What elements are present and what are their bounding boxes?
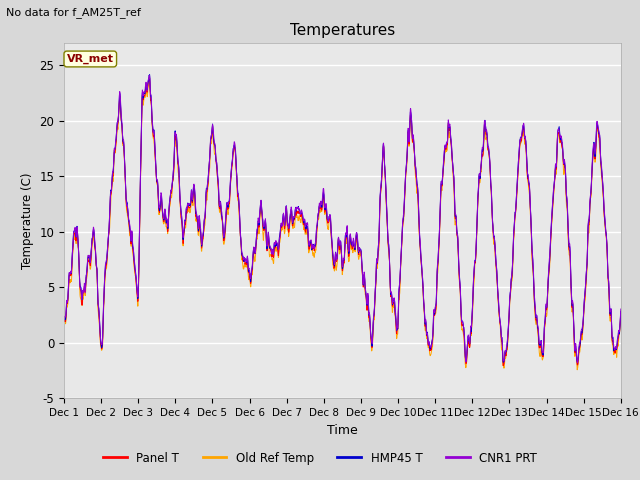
Title: Temperatures: Temperatures [290,23,395,38]
Y-axis label: Temperature (C): Temperature (C) [21,172,34,269]
Text: No data for f_AM25T_ref: No data for f_AM25T_ref [6,7,141,18]
Text: VR_met: VR_met [67,54,114,64]
Legend: Panel T, Old Ref Temp, HMP45 T, CNR1 PRT: Panel T, Old Ref Temp, HMP45 T, CNR1 PRT [99,447,541,469]
X-axis label: Time: Time [327,424,358,437]
